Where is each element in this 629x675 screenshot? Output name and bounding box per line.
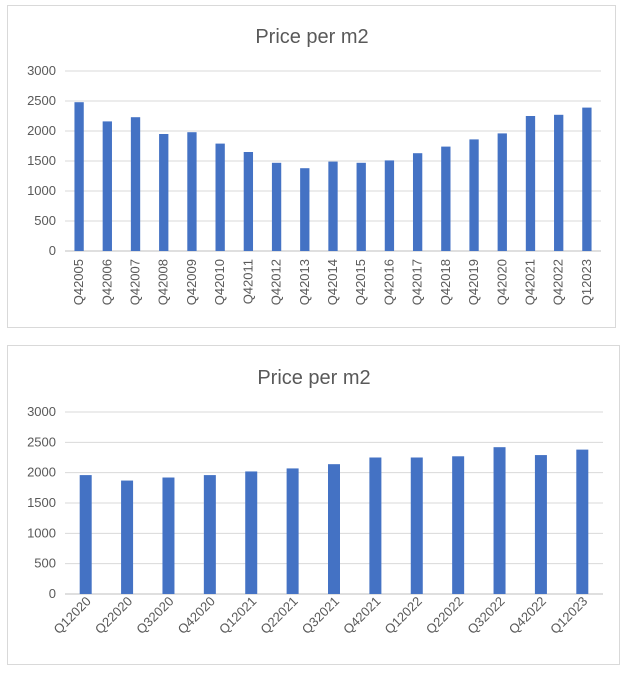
y-tick-label: 1500	[27, 495, 56, 510]
y-tick-label: 2500	[27, 434, 56, 449]
chart-title: Price per m2	[257, 367, 370, 389]
bar	[410, 457, 423, 594]
bar	[203, 475, 216, 594]
x-tick-label: Q42022	[506, 594, 549, 637]
bar	[525, 116, 536, 251]
chart-panel-recent: Price per m2 0 500 1000 1500 2000 2500 3000 Q12…	[7, 345, 620, 665]
x-tick-label: Q42015	[353, 259, 368, 305]
x-tick-label: Q42012	[269, 259, 284, 305]
bar	[245, 471, 258, 594]
x-tick-label: Q42022	[551, 259, 566, 305]
bar	[187, 132, 197, 251]
x-tick-label: Q42020	[494, 259, 509, 305]
x-tick-label: Q22022	[423, 594, 466, 637]
bar	[300, 168, 310, 251]
chart-title: Price per m2	[255, 26, 368, 48]
bar	[327, 464, 341, 594]
x-tick-label: Q12022	[382, 594, 425, 637]
x-tick-label: Q42007	[128, 259, 143, 305]
y-tick-label: 3000	[27, 63, 56, 78]
chart-panel-history: Price per m2 0 500 1000 1500 2000 2500 3000 Q42…	[7, 5, 616, 328]
bar	[469, 139, 479, 251]
y-tick-label: 500	[34, 556, 56, 571]
bar	[162, 477, 175, 594]
x-tick-label: Q42021	[340, 594, 383, 637]
y-tick-label: 1500	[27, 153, 56, 168]
bar	[215, 143, 225, 251]
price-history-chart: Price per m2 0 500 1000 1500 2000 2500 3000 Q42…	[27, 26, 601, 305]
x-tick-label: Q42017	[410, 259, 425, 305]
bar	[369, 457, 382, 594]
bar	[243, 152, 254, 251]
bar	[121, 480, 134, 594]
y-tick-label: 3000	[27, 404, 56, 419]
x-tick-label: Q42013	[297, 259, 312, 305]
y-tick-label: 2000	[27, 123, 56, 138]
bar	[441, 146, 451, 251]
y-tick-label: 1000	[27, 525, 56, 540]
bar	[159, 134, 169, 251]
bar	[79, 475, 92, 594]
x-tick-label: Q32022	[464, 594, 507, 637]
y-tick-label: 2000	[27, 465, 56, 480]
x-tick-label: Q42010	[212, 259, 227, 305]
x-tick-label: Q42018	[438, 259, 453, 305]
x-tick-label: Q42016	[381, 259, 396, 305]
bar	[554, 114, 564, 251]
x-tick-label: Q42006	[99, 259, 114, 305]
bar	[452, 456, 465, 594]
bar	[412, 153, 423, 251]
bar	[356, 162, 366, 251]
bar	[74, 102, 84, 251]
x-tick-label: Q42005	[71, 259, 86, 305]
bar	[576, 449, 589, 594]
bar	[271, 162, 282, 251]
x-tick-label: Q12023	[579, 259, 594, 305]
x-tick-label: Q42011	[240, 259, 255, 304]
x-tick-label: Q22021	[257, 594, 300, 637]
y-tick-label: 0	[49, 243, 56, 258]
x-tick-label: Q42008	[156, 259, 171, 305]
y-tick-label: 0	[49, 586, 56, 601]
bar	[130, 117, 141, 251]
x-tick-label: Q42020	[175, 594, 218, 637]
bar	[534, 455, 547, 594]
y-tick-label: 2500	[27, 93, 56, 108]
y-tick-label: 500	[34, 213, 56, 228]
x-tick-label: Q12020	[50, 594, 93, 637]
bar	[102, 121, 112, 252]
bar	[328, 161, 338, 251]
x-tick-label: Q42019	[466, 259, 481, 305]
price-recent-chart: Price per m2 0 500 1000 1500 2000 2500 3000 Q12…	[27, 367, 603, 637]
bar	[582, 107, 592, 251]
x-tick-label: Q42021	[522, 259, 537, 305]
bar	[384, 160, 395, 251]
x-tick-label: Q12021	[216, 594, 259, 637]
x-tick-label: Q12023	[547, 594, 590, 637]
y-tick-label: 1000	[27, 183, 56, 198]
x-tick-label: Q42014	[325, 259, 340, 305]
x-tick-label: Q32020	[133, 594, 176, 637]
x-tick-label: Q32021	[299, 594, 342, 637]
bar	[493, 447, 506, 594]
x-tick-label: Q22020	[92, 594, 135, 637]
x-tick-label: Q42009	[184, 259, 199, 305]
bar	[497, 133, 507, 251]
bar	[286, 468, 299, 594]
